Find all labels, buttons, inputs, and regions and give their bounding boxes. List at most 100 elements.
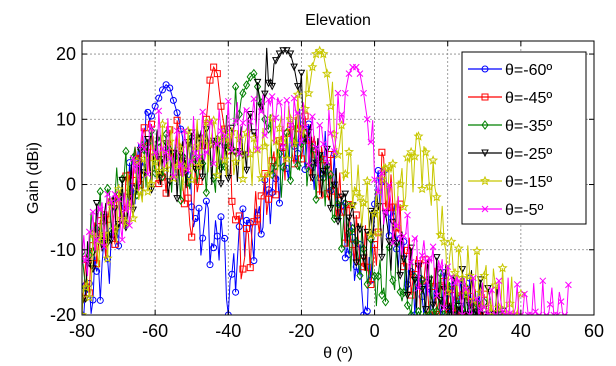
data-point	[250, 68, 258, 79]
data-point	[257, 108, 265, 116]
data-point	[82, 294, 86, 302]
data-point	[440, 304, 448, 312]
data-point	[502, 311, 510, 315]
data-point	[323, 145, 331, 154]
data-point	[420, 146, 431, 157]
data-point	[309, 113, 316, 120]
x-tick-label: -60	[142, 321, 168, 341]
data-point	[224, 175, 233, 183]
data-point	[535, 311, 543, 315]
data-point	[393, 222, 400, 230]
data-point	[109, 223, 120, 234]
legend-label: θ=-60º	[505, 62, 552, 79]
data-point	[162, 189, 170, 197]
data-point	[122, 206, 130, 214]
data-point	[122, 146, 130, 157]
data-point	[358, 197, 369, 208]
data-point	[436, 296, 445, 305]
data-point	[495, 311, 503, 315]
data-point	[506, 310, 514, 315]
data-point	[257, 103, 266, 112]
data-point	[479, 270, 490, 281]
data-point	[268, 82, 276, 91]
data-point	[228, 197, 236, 205]
data-point	[125, 193, 134, 202]
data-point	[206, 76, 214, 84]
data-point	[235, 212, 243, 220]
data-point	[294, 160, 302, 171]
data-point	[546, 301, 554, 308]
data-point	[400, 287, 408, 298]
data-point	[235, 109, 243, 120]
data-point	[407, 310, 415, 315]
data-point	[521, 290, 528, 298]
data-point	[466, 311, 474, 315]
data-point	[82, 254, 86, 262]
data-point	[82, 247, 86, 257]
data-point	[275, 149, 284, 159]
data-point	[326, 204, 335, 213]
series-0	[82, 81, 488, 315]
data-point	[239, 88, 247, 99]
data-point	[341, 89, 349, 97]
data-point	[283, 127, 291, 138]
data-point	[389, 239, 397, 247]
data-point	[410, 276, 419, 285]
data-point	[447, 311, 456, 315]
legend-label: θ=-45º	[505, 90, 552, 107]
data-point	[155, 107, 163, 115]
data-point	[92, 200, 101, 208]
data-point	[275, 50, 284, 59]
data-point	[557, 298, 565, 306]
data-point	[294, 109, 302, 117]
data-point	[435, 229, 446, 240]
data-point	[455, 311, 463, 315]
data-point	[418, 252, 426, 259]
data-point	[343, 146, 355, 157]
data-point	[351, 186, 362, 197]
data-point	[490, 280, 501, 290]
data-point	[488, 286, 495, 294]
data-point	[290, 63, 298, 72]
data-point	[482, 301, 493, 312]
series-layer	[82, 45, 572, 315]
data-point	[118, 236, 126, 244]
data-point	[279, 162, 287, 173]
data-point	[243, 225, 251, 233]
data-point	[146, 178, 157, 189]
data-point	[305, 161, 313, 171]
data-point	[286, 50, 295, 59]
data-point	[264, 124, 273, 134]
data-point	[173, 109, 181, 117]
data-point	[517, 311, 525, 315]
data-point	[213, 232, 221, 240]
data-point	[352, 63, 360, 71]
data-point	[359, 254, 368, 263]
data-point	[243, 107, 250, 114]
data-point	[213, 141, 221, 148]
data-point	[365, 230, 376, 240]
data-point	[186, 174, 197, 184]
data-point	[115, 195, 122, 203]
data-point	[404, 211, 411, 219]
data-point	[144, 108, 152, 116]
data-point	[113, 183, 124, 194]
data-point	[217, 213, 225, 221]
data-point	[173, 195, 181, 203]
data-point	[202, 187, 210, 198]
data-point	[431, 191, 442, 202]
data-point	[362, 175, 373, 186]
data-point	[484, 311, 492, 315]
data-point	[213, 70, 221, 78]
data-point	[250, 95, 258, 103]
data-point	[107, 199, 115, 206]
data-point	[245, 148, 256, 159]
legend-label: θ=-15º	[505, 174, 552, 191]
data-point	[561, 311, 569, 315]
series-5	[82, 63, 572, 315]
series-1	[82, 63, 488, 315]
x-tick-label: -40	[215, 321, 241, 341]
data-point	[283, 96, 291, 104]
data-point	[239, 265, 247, 273]
data-point	[89, 208, 97, 216]
